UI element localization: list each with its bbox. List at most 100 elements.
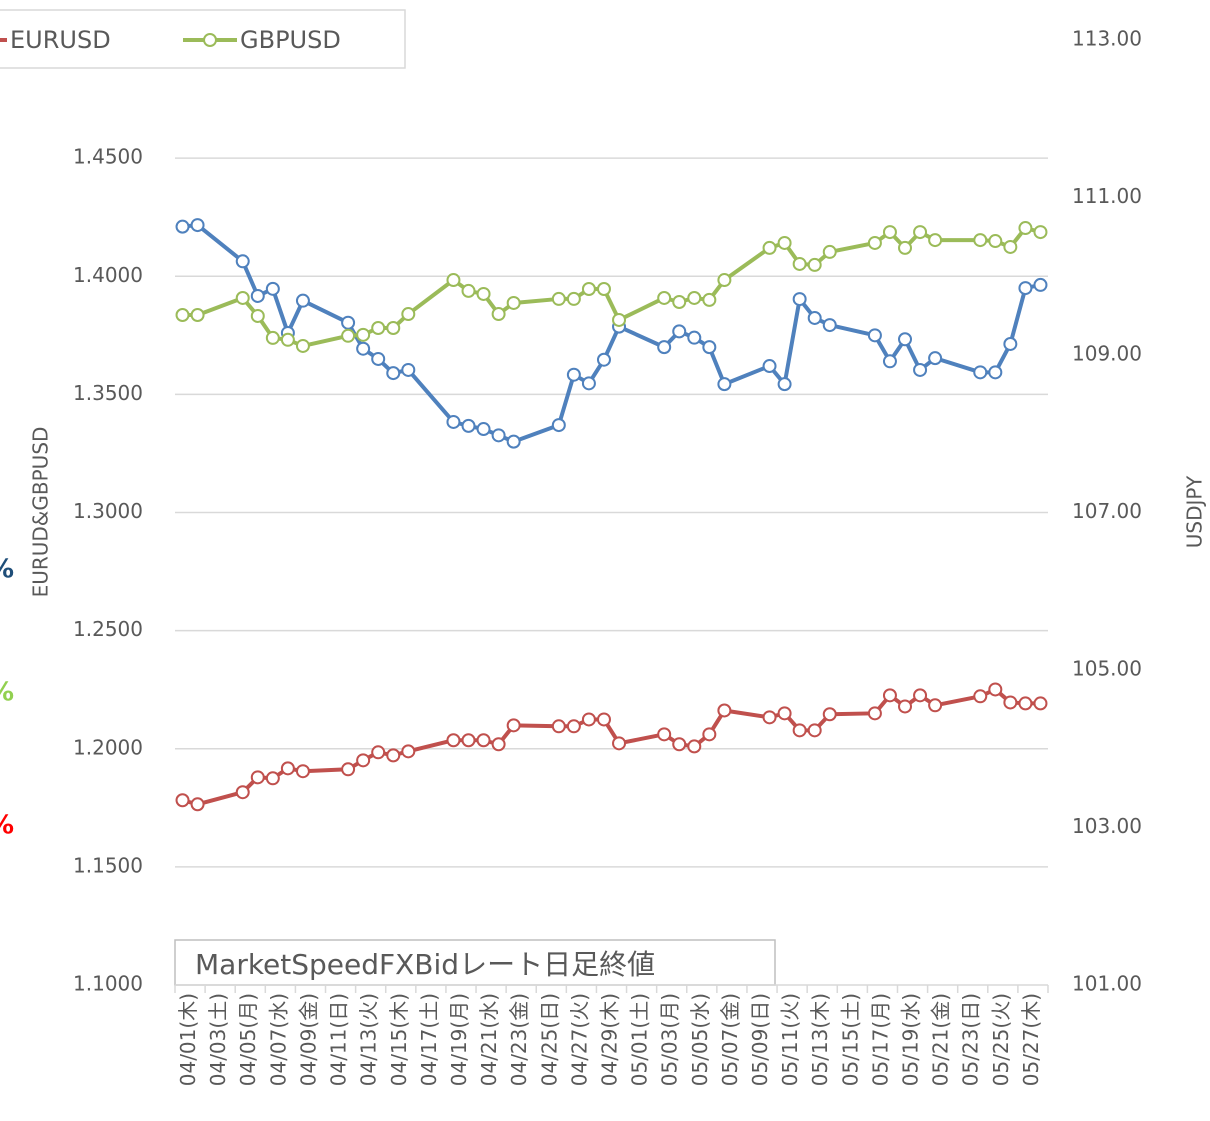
marker bbox=[566, 719, 581, 734]
marker bbox=[867, 235, 882, 250]
marker bbox=[657, 340, 672, 355]
marker bbox=[341, 762, 356, 777]
x-tick-label: 05/01(土) bbox=[628, 993, 652, 1086]
x-tick-label: 04/29(木) bbox=[597, 993, 621, 1086]
x-tick-label: 05/27(木) bbox=[1019, 993, 1043, 1086]
x-tick-label: 04/15(木) bbox=[387, 993, 411, 1086]
x-tick-label: 05/03(月) bbox=[658, 993, 682, 1086]
marker bbox=[672, 324, 687, 339]
y-axis-label: EURUD&GBPUSD bbox=[29, 427, 53, 598]
marker bbox=[371, 351, 386, 366]
x-tick-label: 05/07(金) bbox=[718, 993, 742, 1086]
annotation: MarketSpeedFXBidレート日足終値 bbox=[195, 948, 655, 981]
marker bbox=[717, 703, 732, 718]
marker bbox=[295, 293, 310, 308]
marker bbox=[913, 225, 928, 240]
marker bbox=[476, 733, 491, 748]
y-tick-label: 1.2500 bbox=[73, 617, 143, 641]
marker bbox=[265, 281, 280, 296]
marker bbox=[928, 233, 943, 248]
marker bbox=[566, 291, 581, 306]
marker bbox=[356, 327, 371, 342]
x-tick-label: 04/03(土) bbox=[206, 993, 230, 1086]
marker bbox=[566, 367, 581, 382]
marker bbox=[235, 290, 250, 305]
marker bbox=[401, 744, 416, 759]
x-tick-label: 05/17(月) bbox=[868, 993, 892, 1086]
marker bbox=[882, 225, 897, 240]
marker bbox=[807, 257, 822, 272]
x-tick-label: 04/09(金) bbox=[296, 993, 320, 1086]
marker bbox=[762, 359, 777, 374]
marker bbox=[506, 434, 521, 449]
y-tick-label: 1.4500 bbox=[73, 145, 143, 169]
marker bbox=[190, 797, 205, 812]
marker bbox=[461, 283, 476, 298]
series-line bbox=[182, 226, 1041, 348]
x-tick-label: 04/05(月) bbox=[236, 993, 260, 1086]
marker bbox=[461, 418, 476, 433]
marker bbox=[1033, 225, 1048, 240]
marker bbox=[596, 282, 611, 297]
marker bbox=[657, 727, 672, 742]
marker bbox=[822, 707, 837, 722]
marker bbox=[1033, 696, 1048, 711]
marker bbox=[371, 745, 386, 760]
marker bbox=[702, 727, 717, 742]
x-tick-label: 05/25(火) bbox=[989, 993, 1013, 1086]
marker bbox=[250, 288, 265, 303]
legend-marker bbox=[203, 33, 217, 47]
marker bbox=[446, 414, 461, 429]
side-note: % bbox=[0, 555, 14, 585]
x-tick-label: 05/15(土) bbox=[838, 993, 862, 1086]
marker bbox=[341, 315, 356, 330]
y-tick-label: 1.1000 bbox=[73, 972, 143, 996]
marker bbox=[687, 290, 702, 305]
x-tick-label: 05/11(火) bbox=[778, 993, 802, 1086]
marker bbox=[717, 377, 732, 392]
series-line bbox=[182, 223, 1041, 444]
marker bbox=[913, 688, 928, 703]
y-tick-label: 1.4000 bbox=[73, 263, 143, 287]
marker bbox=[295, 338, 310, 353]
marker bbox=[898, 240, 913, 255]
marker bbox=[401, 307, 416, 322]
marker bbox=[476, 422, 491, 437]
marker bbox=[1018, 696, 1033, 711]
x-tick-label: 05/21(金) bbox=[929, 993, 953, 1086]
marker bbox=[928, 698, 943, 713]
marker bbox=[596, 712, 611, 727]
marker bbox=[356, 753, 371, 768]
marker bbox=[401, 362, 416, 377]
marker bbox=[807, 310, 822, 325]
marker bbox=[280, 761, 295, 776]
marker bbox=[672, 295, 687, 310]
marker bbox=[581, 282, 596, 297]
marker bbox=[250, 770, 265, 785]
y-tick-label: 1.1500 bbox=[73, 853, 143, 877]
marker bbox=[913, 362, 928, 377]
y2-tick-label: 101.00 bbox=[1072, 972, 1142, 996]
marker bbox=[687, 330, 702, 345]
legend-label: GBPUSD bbox=[240, 26, 341, 54]
marker bbox=[612, 736, 627, 751]
x-tick-label: 04/19(月) bbox=[447, 993, 471, 1086]
marker bbox=[371, 320, 386, 335]
y2-tick-label: 109.00 bbox=[1072, 342, 1142, 366]
x-tick-label: 05/09(日) bbox=[748, 993, 772, 1086]
marker bbox=[190, 307, 205, 322]
marker bbox=[777, 377, 792, 392]
marker bbox=[476, 286, 491, 301]
marker bbox=[822, 318, 837, 333]
marker bbox=[867, 328, 882, 343]
side-note: % bbox=[0, 811, 14, 841]
marker bbox=[506, 718, 521, 733]
marker bbox=[581, 712, 596, 727]
marker bbox=[973, 689, 988, 704]
marker bbox=[295, 764, 310, 779]
marker bbox=[973, 365, 988, 380]
marker bbox=[581, 376, 596, 391]
marker bbox=[898, 699, 913, 714]
marker bbox=[386, 366, 401, 381]
